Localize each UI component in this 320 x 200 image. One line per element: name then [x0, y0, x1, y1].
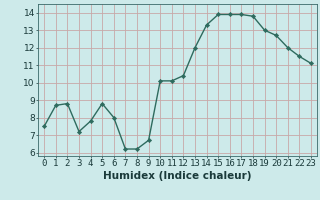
X-axis label: Humidex (Indice chaleur): Humidex (Indice chaleur) [103, 171, 252, 181]
